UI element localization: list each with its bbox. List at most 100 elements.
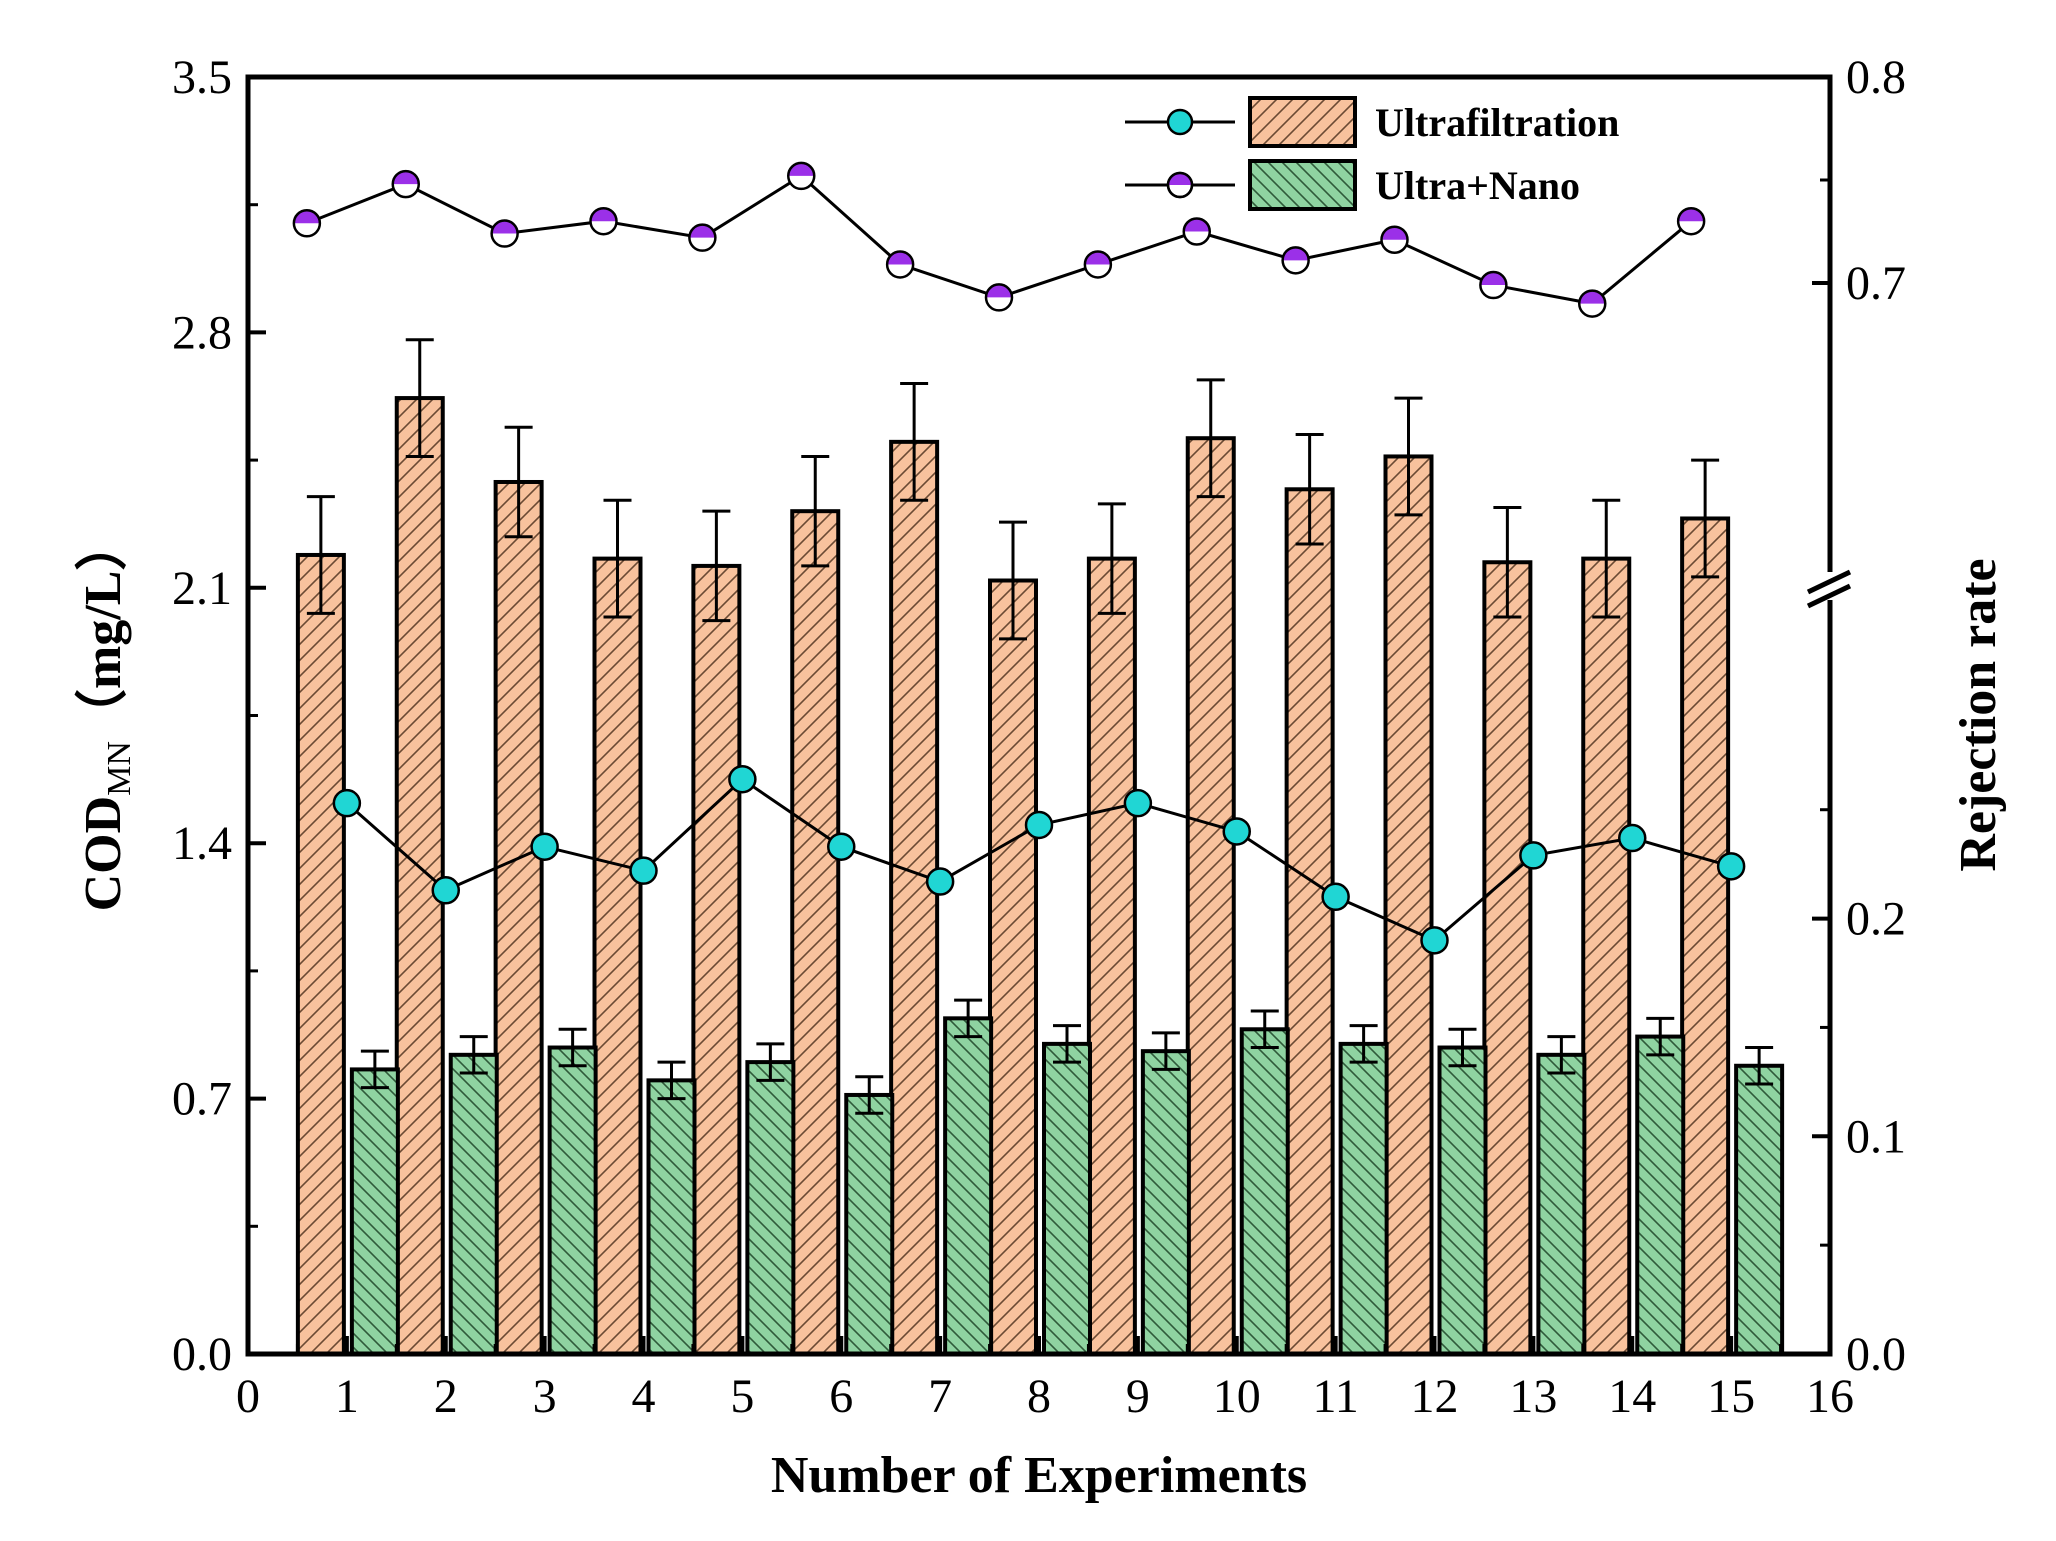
bar-ultra-nano-10 xyxy=(1239,1027,1290,1356)
y2-tick-label-0.8: 0.8 xyxy=(1846,51,1906,104)
marker-outline xyxy=(787,161,816,191)
marker-top-half xyxy=(1282,247,1309,261)
marker-outline xyxy=(589,206,618,236)
x-tick-label-6: 6 xyxy=(829,1370,853,1423)
point-ultra-nano-10 xyxy=(1182,217,1211,246)
point-ultrafiltration-5 xyxy=(728,764,757,794)
point-ultrafiltration-14 xyxy=(1618,823,1647,853)
y-tick-label-2.8: 2.8 xyxy=(172,306,232,359)
bar-ultrafiltration-15 xyxy=(1680,516,1731,1356)
x-tick-label-12: 12 xyxy=(1411,1370,1459,1423)
point-ultra-nano-1 xyxy=(292,209,322,238)
bar-ultra-nano-6 xyxy=(844,1092,895,1356)
x-tick-label-3: 3 xyxy=(533,1370,557,1423)
x-tick-label-13: 13 xyxy=(1509,1370,1557,1423)
legend-label-ultra-nano: Ultra+Nano xyxy=(1375,163,1580,208)
marker-top-half xyxy=(1480,272,1507,286)
y-tick-label-2.1: 2.1 xyxy=(172,562,232,615)
point-ultrafiltration-10 xyxy=(1222,817,1251,846)
x-tick-label-10: 10 xyxy=(1213,1370,1261,1423)
x-tick-label-0: 0 xyxy=(236,1370,260,1423)
bar-ultra-nano-14 xyxy=(1635,1034,1686,1357)
marker-top-half xyxy=(491,220,518,234)
bar-ultrafiltration-12 xyxy=(1383,454,1434,1356)
x-tick-label-4: 4 xyxy=(632,1370,656,1423)
point-ultrafiltration-12 xyxy=(1420,926,1449,955)
marker-outline xyxy=(1479,270,1508,300)
point-ultra-nano-13 xyxy=(1479,270,1508,300)
x-axis-title: Number of Experiments xyxy=(771,1447,1307,1504)
marker-top-half xyxy=(689,224,716,238)
bar-ultrafiltration-13 xyxy=(1482,560,1533,1356)
x-tick-label-8: 8 xyxy=(1027,1370,1051,1423)
x-tick-label-16: 16 xyxy=(1806,1370,1854,1423)
bar-ultra-nano-12 xyxy=(1437,1045,1488,1357)
marker-top-half xyxy=(1183,218,1210,232)
marker-top-half xyxy=(788,162,815,176)
point-ultra-nano-2 xyxy=(391,169,420,199)
y2-tick-label-0.0: 0.0 xyxy=(1846,1328,1906,1381)
point-ultrafiltration-15 xyxy=(1716,852,1746,881)
marker-outline xyxy=(885,250,915,279)
point-ultrafiltration-13 xyxy=(1519,841,1548,870)
bar-ultra-nano-8 xyxy=(1042,1041,1092,1357)
point-ultra-nano-6 xyxy=(787,161,816,191)
bar-ultra-nano-1 xyxy=(349,1067,400,1356)
marker-top-half xyxy=(293,210,320,224)
marker-top-half xyxy=(392,171,419,185)
y-tick-label-3.5: 3.5 xyxy=(172,51,232,104)
point-ultrafiltration-9 xyxy=(1123,788,1153,818)
bar-ultrafiltration-4 xyxy=(592,556,643,1356)
bar-ultrafiltration-1 xyxy=(295,552,346,1356)
bar-ultrafiltration-14 xyxy=(1581,556,1632,1356)
bar-ultrafiltration-5 xyxy=(691,563,742,1356)
marker-outline xyxy=(1083,250,1113,279)
marker-top-half xyxy=(986,284,1012,298)
y2-tick-label-0.7: 0.7 xyxy=(1846,257,1906,310)
bar-ultrafiltration-6 xyxy=(790,509,841,1356)
legend-marker-ultra-nano xyxy=(1166,171,1194,199)
point-ultrafiltration-8 xyxy=(1024,810,1054,840)
point-ultra-nano-15 xyxy=(1676,206,1706,236)
point-ultrafiltration-2 xyxy=(431,876,460,905)
bar-ultrafiltration-9 xyxy=(1086,556,1137,1356)
bar-ultrafiltration-11 xyxy=(1284,487,1335,1356)
marker-outline xyxy=(1182,217,1211,246)
marker-top-half xyxy=(1579,290,1606,304)
point-ultra-nano-14 xyxy=(1578,289,1607,318)
bar-ultra-nano-7 xyxy=(943,1016,994,1356)
point-ultrafiltration-3 xyxy=(530,832,559,861)
point-ultrafiltration-11 xyxy=(1321,882,1350,912)
point-ultra-nano-11 xyxy=(1281,246,1310,275)
bar-ultrafiltration-7 xyxy=(889,439,940,1357)
bar-ultra-nano-2 xyxy=(448,1052,499,1356)
legend-marker-ultrafiltration xyxy=(1166,108,1194,136)
point-ultra-nano-9 xyxy=(1083,250,1113,279)
y-tick-label-0.7: 0.7 xyxy=(172,1073,232,1126)
x-tick-label-2: 2 xyxy=(434,1370,458,1423)
x-tick-label-14: 14 xyxy=(1608,1370,1656,1423)
y2-axis-title: Rejection rate xyxy=(1950,558,2007,871)
bars-layer xyxy=(295,338,1785,1357)
axes-layer: 0 1 2 3 4 5 6 7 8 9 10 11 12 13 14 15 160.00.71.42.12.83… xyxy=(172,51,1906,1423)
marker-outline xyxy=(1578,289,1607,318)
point-ultra-nano-4 xyxy=(589,206,618,236)
marker-top-half xyxy=(887,251,914,265)
point-ultrafiltration-1 xyxy=(332,788,362,818)
y-tick-label-1.4: 1.4 xyxy=(172,817,232,870)
bar-ultrafiltration-8 xyxy=(988,578,1038,1356)
point-ultra-nano-3 xyxy=(490,219,519,248)
point-ultrafiltration-6 xyxy=(827,832,856,861)
marker-top-half xyxy=(1084,251,1111,265)
marker-top-half xyxy=(1381,226,1408,240)
y-axis-title: CODMN（mg/L） xyxy=(74,519,138,912)
marker-top-half xyxy=(590,208,617,222)
x-tick-label-7: 7 xyxy=(928,1370,952,1423)
y-axis-title-main: COD xyxy=(75,796,132,912)
point-ultra-nano-7 xyxy=(885,250,915,279)
marker-outline xyxy=(1676,206,1706,236)
y-tick-label-0.0: 0.0 xyxy=(172,1328,232,1381)
point-ultrafiltration-7 xyxy=(925,867,955,896)
y2-axis-break xyxy=(1806,569,1852,609)
